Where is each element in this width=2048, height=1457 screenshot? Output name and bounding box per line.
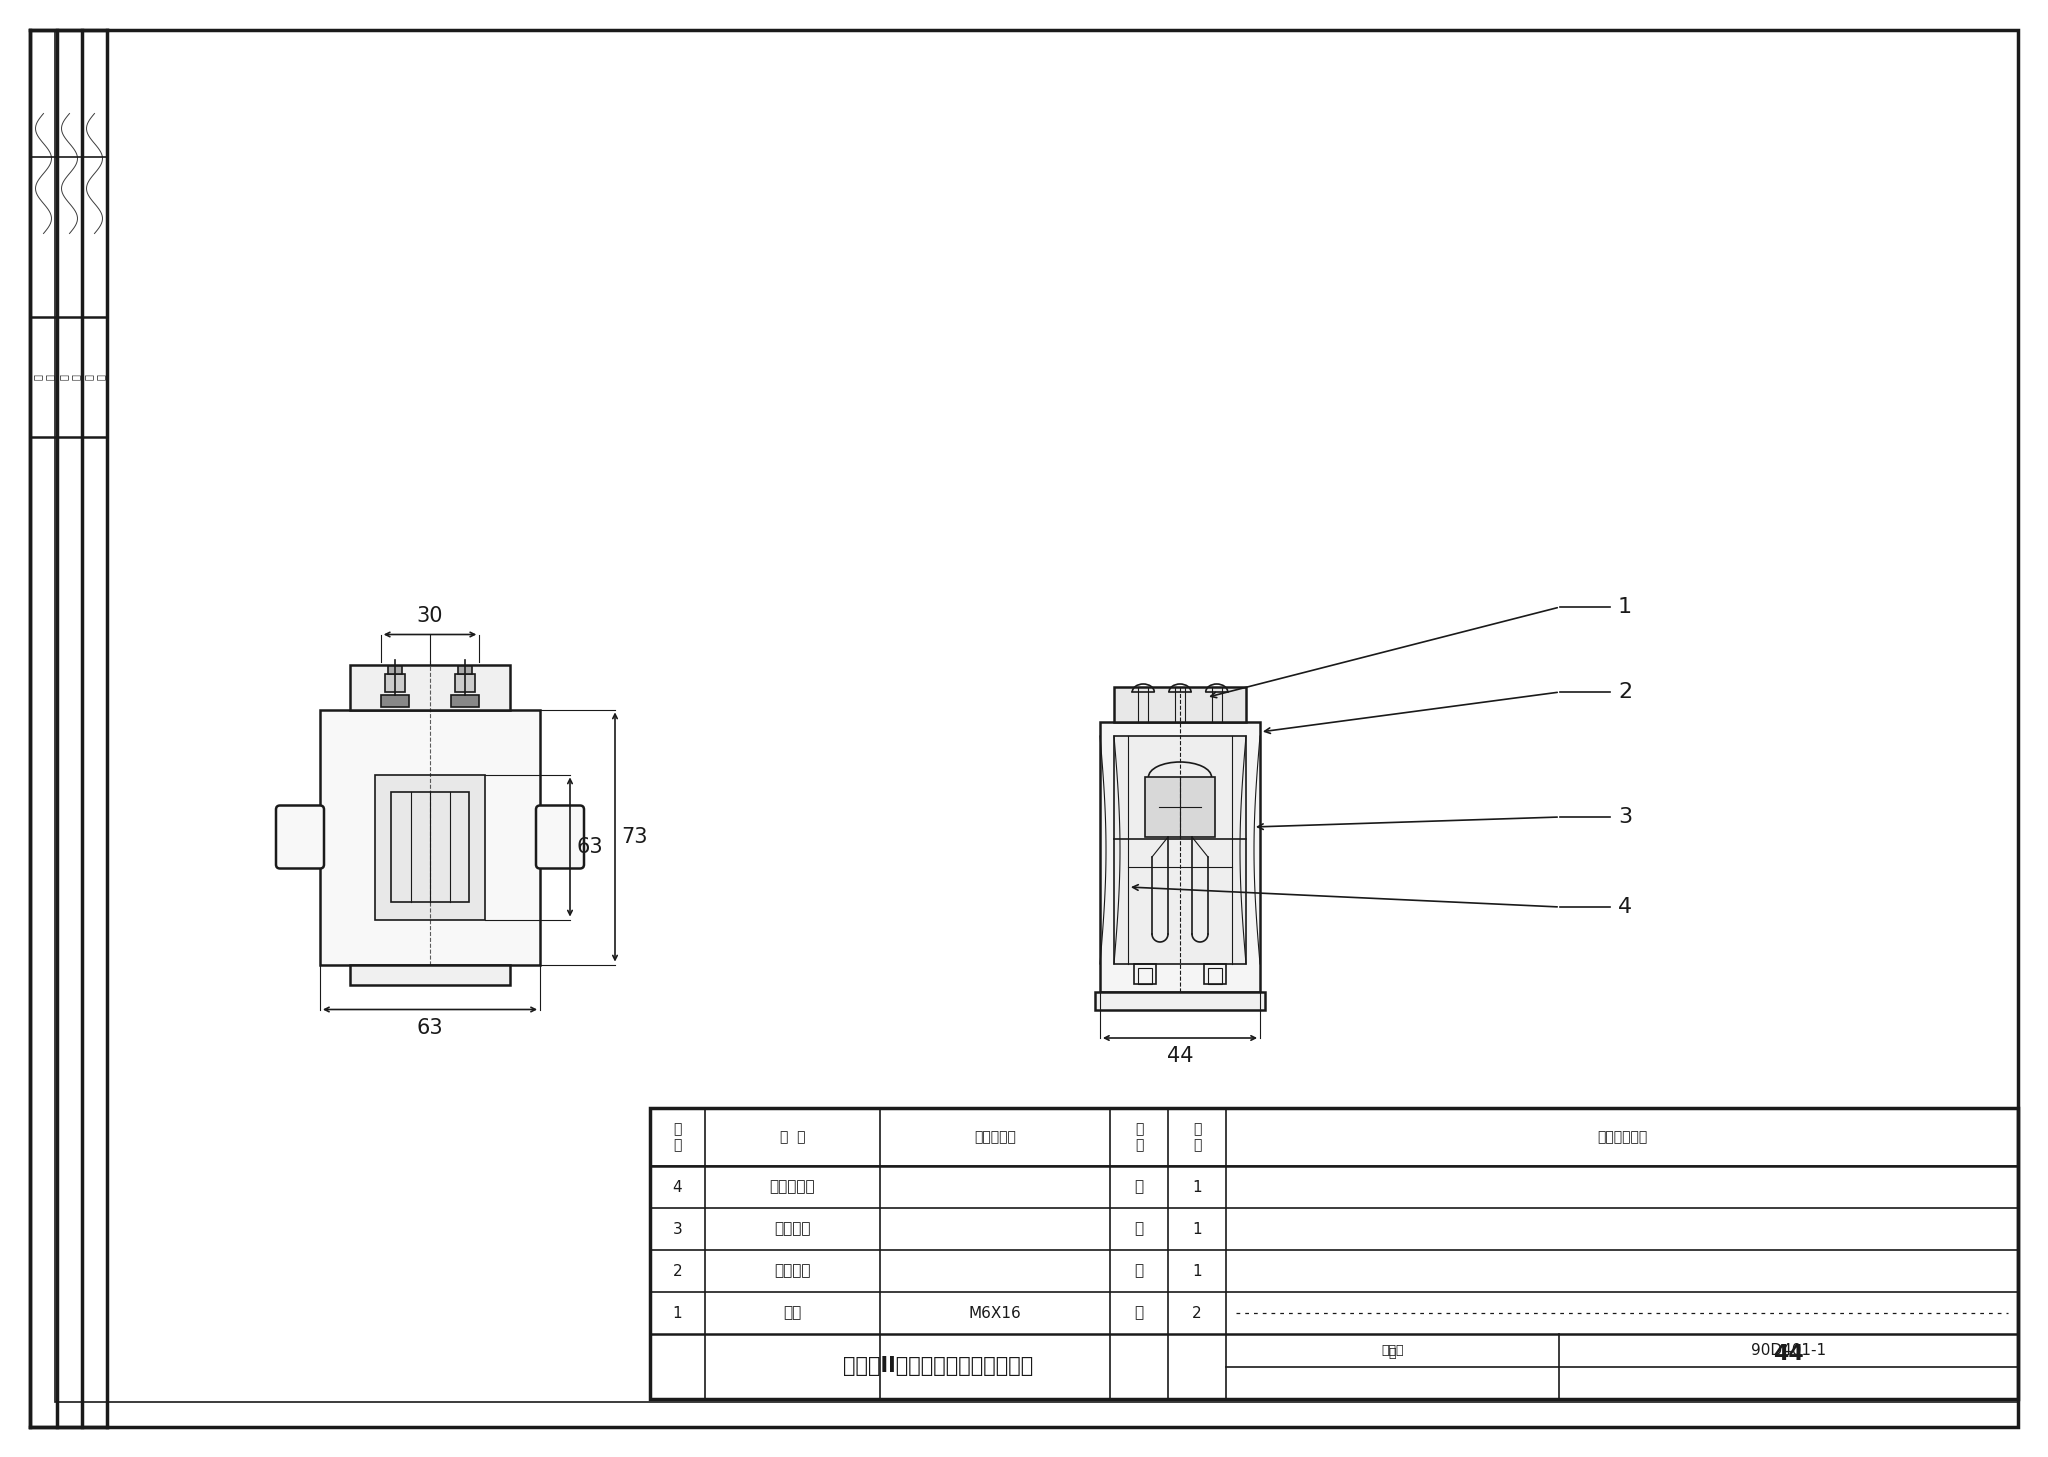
Text: 个: 个 <box>1135 1305 1143 1320</box>
Text: 44: 44 <box>1167 1046 1194 1067</box>
Bar <box>455 673 475 692</box>
Bar <box>1139 967 1151 983</box>
Text: 图号或标准号: 图号或标准号 <box>1597 1131 1647 1144</box>
Text: 导轨铝芯: 导轨铝芯 <box>774 1221 811 1237</box>
Text: 1: 1 <box>1192 1180 1202 1195</box>
Bar <box>385 673 406 692</box>
Bar <box>1135 965 1155 983</box>
Text: 63: 63 <box>416 1017 442 1037</box>
Bar <box>1145 777 1214 836</box>
Bar <box>319 710 541 965</box>
Text: 个: 个 <box>1135 1221 1143 1237</box>
Bar <box>387 666 401 673</box>
Text: 73: 73 <box>621 828 647 847</box>
Text: 4: 4 <box>1618 898 1632 916</box>
Bar <box>451 695 479 707</box>
Bar <box>1096 992 1266 1010</box>
Text: 型号及规格: 型号及规格 <box>975 1131 1016 1144</box>
Text: 个: 个 <box>1135 1180 1143 1195</box>
Bar <box>1204 965 1227 983</box>
Text: 名  称: 名 称 <box>780 1131 805 1144</box>
Text: 图集号: 图集号 <box>1380 1343 1403 1356</box>
Bar <box>1208 967 1223 983</box>
Bar <box>649 1107 2017 1399</box>
Text: 1: 1 <box>672 1305 682 1320</box>
Bar <box>1114 688 1245 723</box>
Text: 单
位: 单 位 <box>1135 1122 1143 1152</box>
Text: 单线式II型安全滑触线固定盒安装: 单线式II型安全滑触线固定盒安装 <box>844 1356 1032 1377</box>
Text: 校
对: 校 对 <box>59 374 80 380</box>
Text: 4: 4 <box>672 1180 682 1195</box>
Bar <box>459 666 473 673</box>
Bar <box>1114 736 1245 965</box>
Bar <box>350 965 510 985</box>
Text: 3: 3 <box>1618 807 1632 828</box>
Text: 编
号: 编 号 <box>674 1122 682 1152</box>
Bar <box>350 664 510 710</box>
Bar <box>391 793 469 902</box>
Text: 44: 44 <box>1774 1343 1804 1364</box>
Text: 页: 页 <box>1389 1348 1397 1361</box>
FancyBboxPatch shape <box>276 806 324 868</box>
Text: 2: 2 <box>1192 1305 1202 1320</box>
Text: 63: 63 <box>575 836 602 857</box>
Text: 2: 2 <box>672 1263 682 1278</box>
Text: 描
图: 描 图 <box>84 374 104 380</box>
Bar <box>1100 723 1260 992</box>
Text: 1: 1 <box>1192 1263 1202 1278</box>
Bar <box>381 695 410 707</box>
Text: 3: 3 <box>672 1221 682 1237</box>
Text: 1: 1 <box>1618 597 1632 616</box>
Text: 塑料壳体: 塑料壳体 <box>774 1263 811 1278</box>
Text: M6X16: M6X16 <box>969 1305 1022 1320</box>
Text: 个: 个 <box>1135 1263 1143 1278</box>
Text: 导轨绝缘套: 导轨绝缘套 <box>770 1180 815 1195</box>
Text: 2: 2 <box>1618 682 1632 702</box>
FancyBboxPatch shape <box>537 806 584 868</box>
Text: 90D401-1: 90D401-1 <box>1751 1343 1827 1358</box>
Text: 设
计: 设 计 <box>33 374 55 380</box>
Bar <box>375 775 485 919</box>
Text: 螺柱: 螺柱 <box>784 1305 801 1320</box>
Text: 1: 1 <box>1192 1221 1202 1237</box>
Text: 30: 30 <box>416 606 442 627</box>
Text: 数
量: 数 量 <box>1192 1122 1202 1152</box>
